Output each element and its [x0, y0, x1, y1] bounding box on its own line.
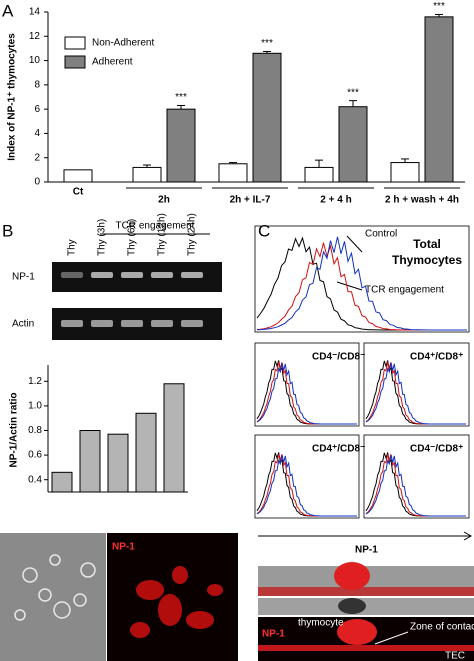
bar	[304, 166, 334, 183]
panel-label: A	[2, 1, 14, 20]
y-tick-label: 10	[29, 55, 41, 66]
legend-label: TCR engagement	[365, 285, 444, 296]
cell	[334, 562, 370, 590]
lane-label: Thy	[67, 239, 78, 256]
image-label: thymocyte	[298, 618, 344, 629]
panel-label: B	[2, 221, 13, 240]
x-tick-label: 2h	[158, 195, 170, 206]
pointer	[374, 631, 409, 645]
bar	[166, 108, 196, 183]
legend-label: Adherent	[92, 57, 133, 68]
histogram	[256, 236, 467, 331]
bar	[338, 106, 368, 183]
lane-label: Thy (6h)	[127, 219, 138, 256]
cell	[338, 598, 366, 614]
gel-band	[151, 320, 173, 327]
bar	[79, 430, 101, 493]
legend-label: Non-Adherent	[92, 38, 154, 49]
bar	[252, 52, 282, 183]
y-tick-label: 0	[34, 177, 40, 188]
flow-frames	[254, 225, 470, 519]
image-label: TEC	[445, 651, 465, 661]
x-tick-label: Ct	[73, 187, 84, 198]
y-tick-label: 4	[34, 128, 40, 139]
gel-band	[91, 320, 113, 327]
y-tick-label: 1.2	[28, 376, 42, 387]
bar	[63, 169, 93, 183]
bar	[135, 412, 157, 493]
gel-band	[181, 320, 203, 327]
bar	[424, 16, 454, 183]
x-tick-label: 2 h + wash + 4h	[385, 195, 459, 206]
subset-label: CD4⁺/CD8⁻	[312, 444, 365, 455]
x-tick-label: 2 + 4 h	[320, 195, 351, 206]
legend-label: Control	[365, 229, 397, 240]
subset-label: CD4⁻/CD8⁺	[410, 444, 463, 455]
annotation: ***	[347, 87, 359, 98]
lane-label: Thy (24h)	[187, 213, 198, 256]
band-label: Actin	[12, 319, 34, 330]
legend-swatch	[64, 36, 86, 50]
gel-band	[121, 320, 143, 327]
pointer	[346, 235, 363, 253]
arrow	[463, 531, 473, 541]
lane-label: Thy (3h)	[97, 219, 108, 256]
y-tick-label: 6	[34, 104, 40, 115]
y-tick-label: 1.0	[28, 401, 42, 412]
subset-label: CD4⁺/CD8⁺	[410, 352, 463, 363]
histogram	[365, 362, 466, 425]
y-axis-label: NP-1/Actin ratio	[9, 392, 20, 467]
bar	[51, 471, 73, 493]
cell	[337, 619, 377, 645]
bar	[163, 383, 185, 493]
panel-label: C	[258, 221, 270, 240]
histogram	[256, 362, 357, 425]
histogram	[365, 454, 466, 517]
image-label: Zone of contact	[410, 622, 474, 633]
strip-stain	[258, 645, 474, 651]
annotation: ***	[175, 92, 187, 103]
y-tick-label: 12	[29, 31, 41, 42]
y-tick-label: 8	[34, 79, 40, 90]
pointer	[336, 281, 363, 291]
strip-stain	[258, 587, 474, 596]
bar	[218, 163, 248, 183]
title: TCR engagement	[116, 221, 195, 232]
y-tick-label: 0.8	[28, 425, 42, 436]
y-axis-label: Index of NP-1⁺ thymocytes	[7, 33, 18, 161]
x-tick-label: 2h + IL-7	[230, 195, 271, 206]
y-tick-label: 14	[29, 7, 41, 18]
x-axis-label: NP-1	[355, 545, 378, 556]
lane-label: Thy (12h)	[157, 213, 168, 256]
y-tick-label: 0.4	[28, 474, 42, 485]
gel-band	[151, 272, 173, 278]
bar	[132, 166, 162, 183]
stain	[130, 566, 223, 638]
flow-title: Total Thymocytes	[392, 237, 463, 267]
brightfield-image	[0, 533, 106, 661]
subset-label: CD4⁻/CD8⁻	[312, 352, 365, 363]
image-label: NP-1	[112, 542, 135, 553]
legend-swatch	[64, 55, 86, 69]
image-label: NP-1	[262, 629, 285, 640]
y-tick-label: 0.6	[28, 450, 42, 461]
histogram	[256, 454, 357, 517]
band-label: NP-1	[12, 272, 35, 283]
gel-band	[121, 272, 143, 278]
annotation: ***	[433, 1, 445, 12]
strip	[258, 598, 474, 615]
gel-band	[91, 272, 113, 278]
y-tick-label: 2	[34, 152, 40, 163]
bar	[107, 433, 129, 493]
bar	[390, 162, 420, 183]
gel-band	[181, 272, 203, 278]
annotation: ***	[261, 38, 273, 49]
gel-band	[61, 272, 83, 278]
cells	[14, 554, 96, 621]
gel-band	[61, 320, 83, 327]
